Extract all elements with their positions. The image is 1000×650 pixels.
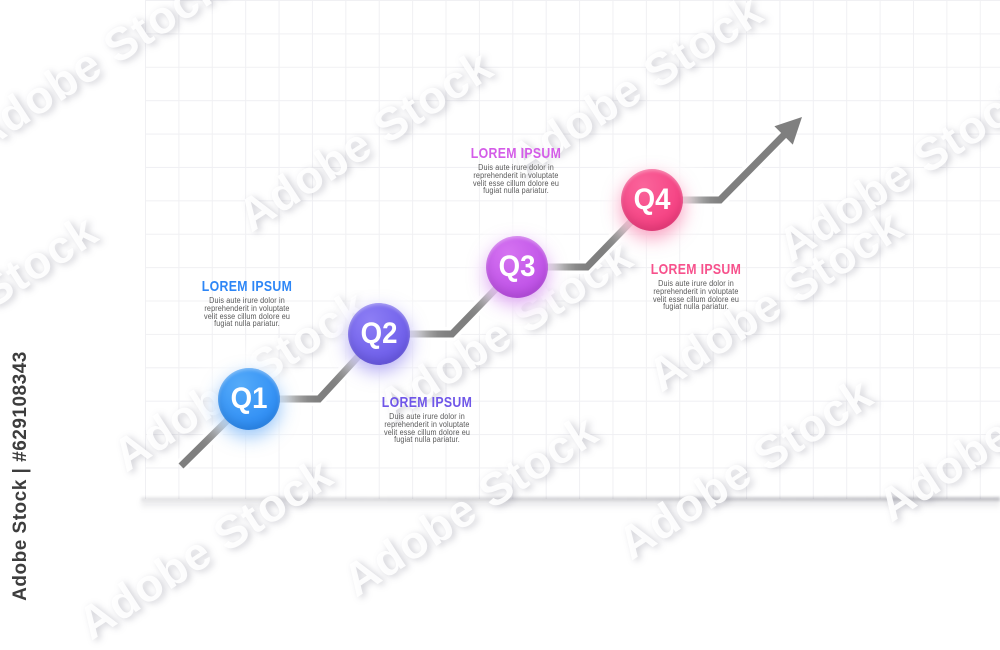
step-circle-q2: Q2 <box>348 303 410 365</box>
step-body-q3: Duis aute irure dolor in reprehenderit i… <box>472 163 560 196</box>
step-circle-q3: Q3 <box>486 236 548 298</box>
step-heading-q2: LOREM IPSUM <box>381 394 473 411</box>
stock-id-watermark: Adobe Stock | #629108343 <box>10 351 31 601</box>
step-text-block-q1: LOREM IPSUM Duis aute irure dolor in rep… <box>147 279 347 328</box>
step-text-block-q4: LOREM IPSUM Duis aute irure dolor in rep… <box>596 262 796 311</box>
grid-bottom-edge-fade <box>141 500 1000 510</box>
step-text-block-q2: LOREM IPSUM Duis aute irure dolor in rep… <box>327 395 527 444</box>
step-heading-q3: LOREM IPSUM <box>470 145 562 162</box>
step-label-q3: Q3 <box>498 250 536 283</box>
step-label-q1: Q1 <box>230 382 268 415</box>
step-label-q2: Q2 <box>360 317 398 350</box>
growth-arrow-line <box>178 132 787 469</box>
step-body-q2: Duis aute irure dolor in reprehenderit i… <box>383 412 471 445</box>
background-grid <box>145 0 1000 499</box>
step-text-block-q3: LOREM IPSUM Duis aute irure dolor in rep… <box>416 146 616 195</box>
step-heading-q1: LOREM IPSUM <box>201 278 293 295</box>
step-label-q4: Q4 <box>633 183 671 216</box>
step-body-q1: Duis aute irure dolor in reprehenderit i… <box>203 296 291 329</box>
arrowhead-icon <box>774 117 802 145</box>
step-circle-q4: Q4 <box>621 169 683 231</box>
step-body-q4: Duis aute irure dolor in reprehenderit i… <box>652 279 740 312</box>
step-heading-q4: LOREM IPSUM <box>650 261 742 278</box>
grid-bottom-edge-shadow <box>141 497 1000 501</box>
step-circle-q1: Q1 <box>218 368 280 430</box>
growth-arrow <box>178 117 802 469</box>
